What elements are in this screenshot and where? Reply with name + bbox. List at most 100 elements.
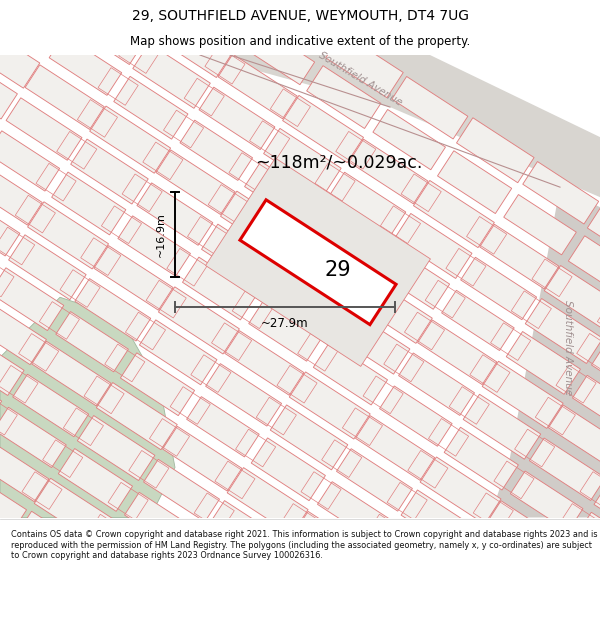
Text: Southfield Avenue: Southfield Avenue (563, 300, 573, 395)
Polygon shape (575, 512, 600, 575)
Polygon shape (274, 544, 350, 607)
Polygon shape (270, 405, 348, 470)
Polygon shape (467, 534, 543, 596)
Polygon shape (356, 416, 435, 481)
Polygon shape (382, 523, 456, 586)
Polygon shape (206, 158, 430, 366)
Polygon shape (0, 470, 26, 532)
Polygon shape (32, 341, 111, 406)
Polygon shape (401, 490, 479, 555)
Polygon shape (283, 96, 364, 162)
Polygon shape (221, 191, 301, 258)
Polygon shape (0, 364, 2, 426)
Polygon shape (0, 437, 49, 502)
Polygon shape (525, 299, 600, 364)
Polygon shape (0, 331, 24, 396)
Polygon shape (594, 479, 600, 544)
Polygon shape (8, 235, 86, 300)
Polygon shape (0, 298, 46, 364)
Polygon shape (28, 202, 109, 269)
Polygon shape (0, 54, 17, 119)
Polygon shape (326, 32, 403, 98)
Polygon shape (71, 139, 148, 204)
Polygon shape (224, 331, 304, 395)
Polygon shape (176, 0, 250, 44)
Polygon shape (75, 279, 151, 341)
Polygon shape (330, 173, 406, 234)
Text: 29, SOUTHFIELD AVENUE, WEYMOUTH, DT4 7UG: 29, SOUTHFIELD AVENUE, WEYMOUTH, DT4 7UG (131, 9, 469, 24)
Polygon shape (139, 320, 217, 385)
Polygon shape (189, 534, 263, 596)
Polygon shape (227, 468, 308, 535)
Polygon shape (89, 106, 170, 173)
Polygon shape (158, 287, 239, 354)
Polygon shape (58, 449, 133, 511)
Polygon shape (442, 290, 514, 351)
Polygon shape (202, 224, 279, 289)
Polygon shape (544, 266, 600, 332)
Polygon shape (287, 235, 366, 299)
Polygon shape (0, 21, 40, 88)
Polygon shape (313, 342, 388, 405)
Polygon shape (268, 268, 344, 331)
Polygon shape (0, 161, 42, 225)
Text: Southfield Avenue: Southfield Avenue (317, 50, 403, 108)
Polygon shape (0, 0, 57, 54)
Polygon shape (392, 76, 468, 139)
Polygon shape (376, 246, 449, 309)
Polygon shape (463, 394, 541, 459)
Polygon shape (100, 522, 180, 587)
Polygon shape (77, 416, 155, 481)
Text: Map shows position and indicative extent of the property.: Map shows position and indicative extent… (130, 35, 470, 48)
Polygon shape (511, 471, 583, 531)
Polygon shape (34, 478, 115, 546)
Polygon shape (529, 438, 600, 501)
Polygon shape (380, 386, 452, 446)
Polygon shape (437, 151, 512, 214)
Polygon shape (156, 150, 235, 214)
Text: 29: 29 (325, 260, 352, 280)
Polygon shape (572, 375, 600, 436)
Text: ~16.9m: ~16.9m (156, 213, 166, 257)
Polygon shape (490, 187, 600, 518)
Polygon shape (461, 258, 536, 320)
Polygon shape (133, 43, 211, 108)
Polygon shape (311, 205, 383, 266)
Polygon shape (587, 202, 600, 268)
Polygon shape (444, 428, 518, 490)
Polygon shape (152, 11, 233, 78)
Polygon shape (180, 120, 253, 181)
Polygon shape (187, 397, 259, 457)
Polygon shape (420, 457, 501, 524)
Polygon shape (13, 374, 89, 437)
Polygon shape (49, 35, 122, 96)
Polygon shape (523, 161, 599, 224)
Text: ~27.9m: ~27.9m (261, 317, 309, 330)
Polygon shape (352, 276, 432, 343)
Polygon shape (317, 482, 390, 542)
Polygon shape (263, 128, 341, 193)
Polygon shape (25, 65, 104, 129)
Polygon shape (337, 449, 412, 511)
Polygon shape (251, 438, 325, 501)
Polygon shape (163, 426, 242, 491)
Polygon shape (68, 2, 144, 64)
Polygon shape (289, 372, 370, 439)
Polygon shape (457, 118, 534, 182)
Polygon shape (125, 492, 197, 552)
Polygon shape (206, 364, 281, 426)
Polygon shape (242, 24, 314, 85)
Polygon shape (394, 214, 472, 279)
Polygon shape (6, 98, 82, 160)
Polygon shape (548, 405, 600, 469)
Polygon shape (137, 183, 213, 246)
Polygon shape (114, 76, 188, 139)
Polygon shape (94, 246, 173, 310)
Polygon shape (121, 353, 194, 416)
Polygon shape (240, 200, 396, 324)
Polygon shape (487, 501, 566, 566)
Polygon shape (218, 54, 298, 119)
Polygon shape (143, 459, 220, 522)
Polygon shape (413, 181, 494, 248)
Polygon shape (56, 311, 128, 372)
